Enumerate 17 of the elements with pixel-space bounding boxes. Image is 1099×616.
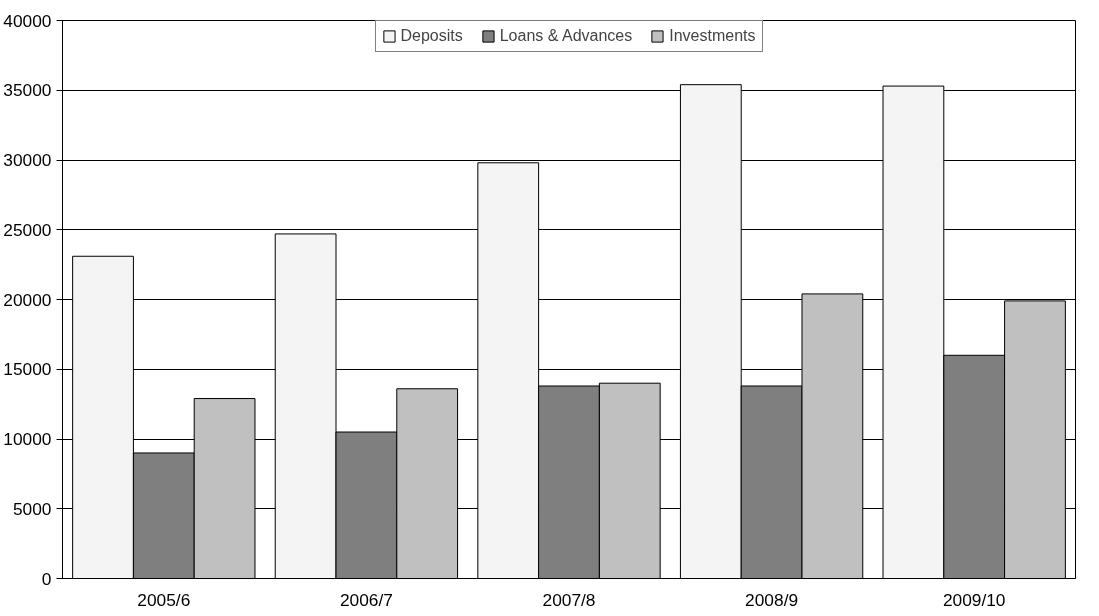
x-tick-label: 2009/10 bbox=[942, 589, 1006, 610]
x-tick-label: 2008/9 bbox=[745, 589, 799, 610]
legend-label: Loans & Advances bbox=[499, 27, 633, 45]
y-tick-label: 25000 bbox=[3, 219, 52, 240]
y-tick-label: 35000 bbox=[3, 80, 52, 101]
y-tick-label: 5000 bbox=[12, 498, 52, 519]
y-tick-label: 10000 bbox=[3, 429, 52, 449]
y-tick-label: 30000 bbox=[3, 150, 52, 170]
y-tick-label: 20000 bbox=[3, 289, 52, 310]
x-tick-label: 2007/8 bbox=[542, 589, 596, 610]
x-tick-label: 2005/6 bbox=[137, 589, 191, 610]
y-tick-label: 40000 bbox=[3, 10, 52, 31]
y-tick-label: 15000 bbox=[3, 359, 52, 380]
legend-label: Deposits bbox=[400, 27, 463, 45]
x-tick-label: 2006/7 bbox=[339, 589, 393, 610]
y-tick-label: 0 bbox=[41, 568, 52, 589]
legend-label: Investments bbox=[669, 27, 756, 45]
